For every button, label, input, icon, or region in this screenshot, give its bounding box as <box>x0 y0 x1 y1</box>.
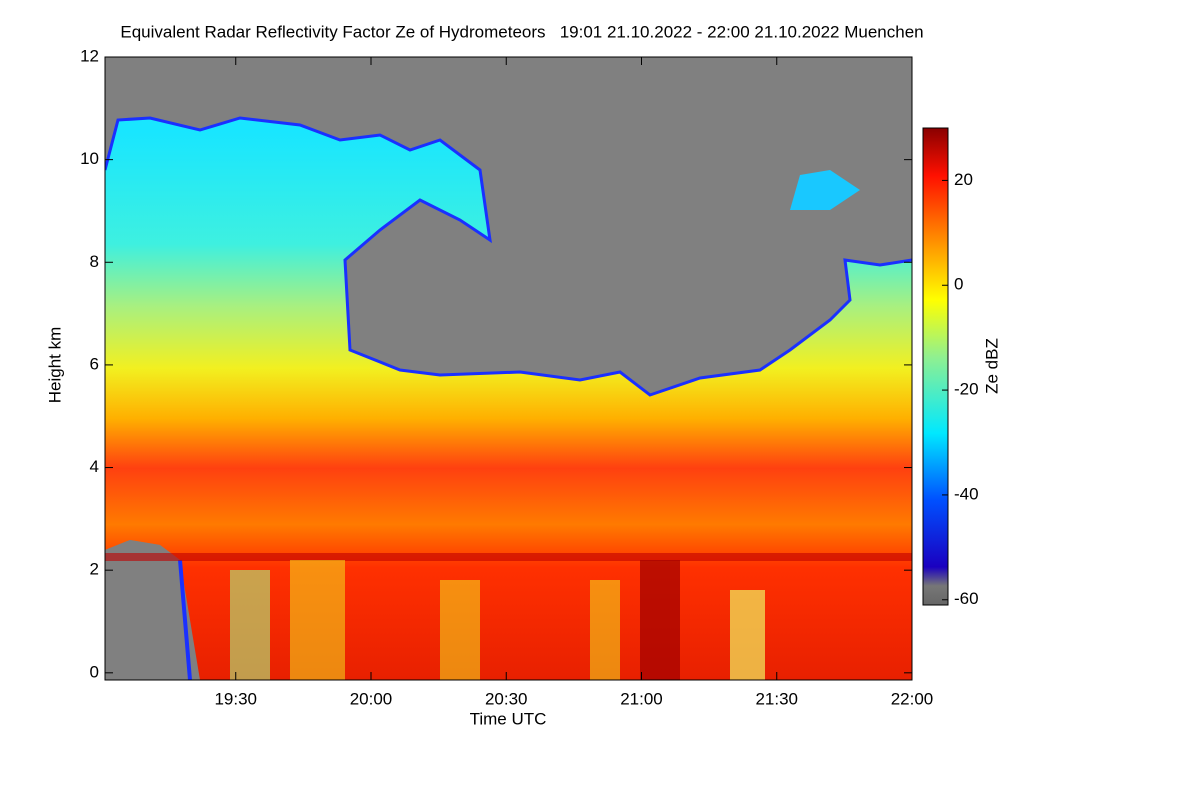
colorbar-tick-label: -20 <box>954 380 979 399</box>
y-tick-label: 4 <box>90 457 99 476</box>
x-tick-label: 19:30 <box>214 689 257 708</box>
y-tick-label: 0 <box>90 662 99 681</box>
x-tick-label: 22:00 <box>891 689 934 708</box>
colorbar-tick-label: -60 <box>954 589 979 608</box>
x-tick-label: 21:30 <box>755 689 798 708</box>
colorbar-label: Ze dBZ <box>982 338 1001 394</box>
streak <box>590 580 620 680</box>
x-axis-label: Time UTC <box>470 709 547 728</box>
streak <box>730 590 765 680</box>
echo-edge <box>105 116 912 397</box>
echo-patch <box>790 170 860 210</box>
reflectivity-field <box>105 57 912 680</box>
colorbar-tick-label: 20 <box>954 170 973 189</box>
streak <box>440 580 480 680</box>
streak <box>290 560 345 680</box>
melting-layer <box>105 553 912 561</box>
colorbar-tick-label: -40 <box>954 484 979 503</box>
no-echo-low <box>105 540 200 680</box>
y-tick-label: 6 <box>90 354 99 373</box>
streak <box>230 570 270 680</box>
echo-edge <box>178 559 192 680</box>
streak <box>640 560 680 680</box>
x-tick-label: 20:00 <box>350 689 393 708</box>
plot-frame <box>104 56 913 681</box>
x-tick-label: 20:30 <box>485 689 528 708</box>
y-tick-label: 12 <box>80 46 99 65</box>
chart-title: Equivalent Radar Reflectivity Factor Ze … <box>120 22 923 41</box>
y-tick-label: 2 <box>90 560 99 579</box>
colorbar-tick-label: 0 <box>954 275 963 294</box>
y-axis-label: Height km <box>45 327 64 404</box>
x-tick-label: 21:00 <box>620 689 663 708</box>
y-tick-label: 8 <box>90 252 99 271</box>
echo-region <box>105 118 912 680</box>
colorbar <box>922 127 949 606</box>
y-tick-label: 10 <box>80 149 99 168</box>
